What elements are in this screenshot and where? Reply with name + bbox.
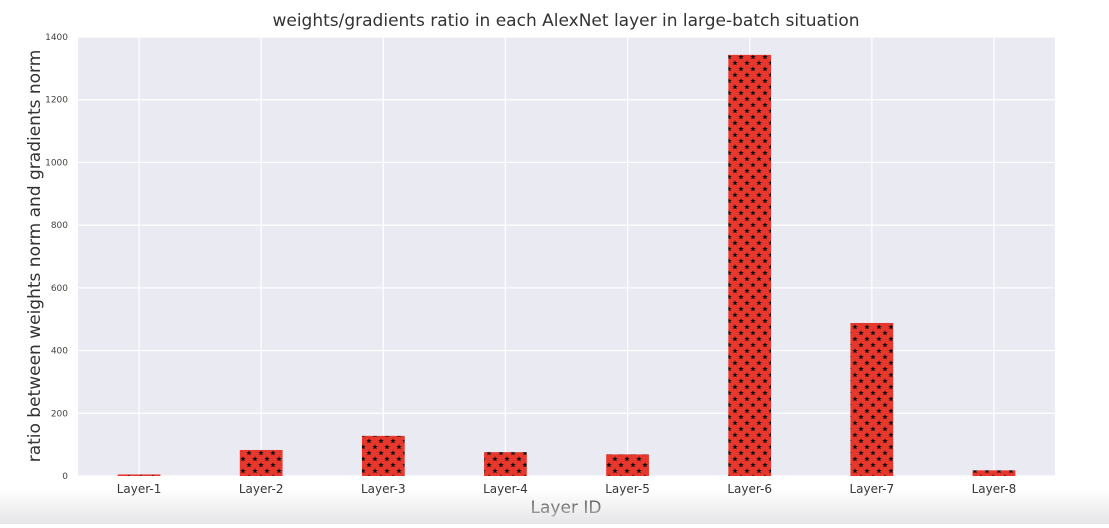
x-tick-label: Layer-4	[483, 482, 528, 496]
x-tick-label: Layer-8	[972, 482, 1017, 496]
chart-title: weights/gradients ratio in each AlexNet …	[272, 11, 859, 31]
plot-background	[78, 37, 1055, 476]
x-tick-label: Layer-7	[849, 482, 894, 496]
bar-layer-6	[728, 54, 772, 477]
x-tick-label: Layer-3	[361, 482, 406, 496]
bar-layer-7	[850, 322, 894, 476]
x-tick-label: Layer-2	[239, 482, 284, 496]
y-axis-label: ratio between weights norm and gradients…	[25, 50, 45, 463]
bar-layer-5	[606, 454, 649, 476]
bars	[117, 54, 1016, 477]
bar-layer-2	[239, 449, 283, 476]
x-ticks: Layer-1 Layer-2 Layer-3 Layer-4 Layer-5 Layer…	[117, 482, 1017, 496]
y-tick-label: 400	[51, 347, 68, 357]
y-tick-label: 1000	[45, 158, 68, 168]
bar-layer-1	[117, 474, 161, 476]
y-tick-label: 0	[62, 472, 68, 482]
x-axis-label: Layer ID	[531, 498, 602, 518]
x-tick-label: Layer-5	[605, 482, 650, 496]
y-tick-label: 800	[51, 221, 68, 231]
x-tick-label: Layer-1	[117, 482, 162, 496]
y-tick-label: 1200	[45, 96, 68, 106]
y-ticks: 0 200 400 600 800 1000 1200 1400	[45, 33, 68, 482]
bar-layer-3	[361, 435, 405, 476]
bar-layer-8	[972, 470, 1016, 476]
y-tick-label: 600	[51, 284, 68, 294]
y-tick-label: 200	[51, 409, 68, 419]
x-tick-label: Layer-6	[727, 482, 772, 496]
bar-layer-4	[484, 452, 527, 476]
y-tick-label: 1400	[45, 33, 68, 43]
